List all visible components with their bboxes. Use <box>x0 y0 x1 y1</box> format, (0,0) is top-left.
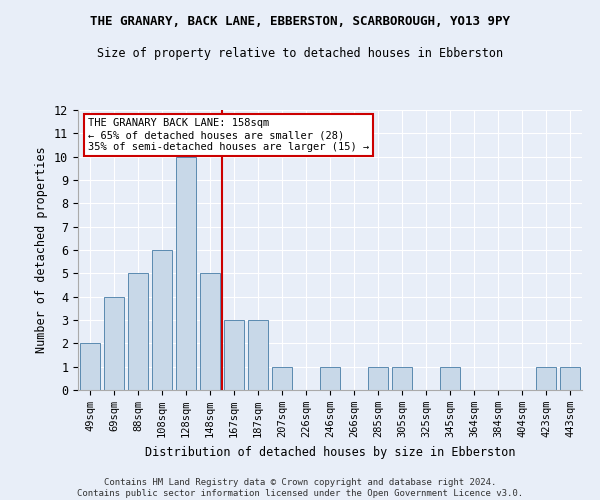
Bar <box>224 320 244 390</box>
Bar <box>272 366 292 390</box>
Bar <box>152 250 172 390</box>
Bar <box>320 366 340 390</box>
Bar <box>176 156 196 390</box>
Bar <box>536 366 556 390</box>
Bar <box>104 296 124 390</box>
Y-axis label: Number of detached properties: Number of detached properties <box>35 146 49 354</box>
Bar <box>200 274 220 390</box>
Text: Size of property relative to detached houses in Ebberston: Size of property relative to detached ho… <box>97 48 503 60</box>
Bar <box>440 366 460 390</box>
Bar <box>560 366 580 390</box>
Text: Contains HM Land Registry data © Crown copyright and database right 2024.
Contai: Contains HM Land Registry data © Crown c… <box>77 478 523 498</box>
Bar <box>392 366 412 390</box>
X-axis label: Distribution of detached houses by size in Ebberston: Distribution of detached houses by size … <box>145 446 515 458</box>
Bar <box>128 274 148 390</box>
Bar <box>80 344 100 390</box>
Text: THE GRANARY, BACK LANE, EBBERSTON, SCARBOROUGH, YO13 9PY: THE GRANARY, BACK LANE, EBBERSTON, SCARB… <box>90 15 510 28</box>
Text: THE GRANARY BACK LANE: 158sqm
← 65% of detached houses are smaller (28)
35% of s: THE GRANARY BACK LANE: 158sqm ← 65% of d… <box>88 118 370 152</box>
Bar <box>368 366 388 390</box>
Bar <box>248 320 268 390</box>
